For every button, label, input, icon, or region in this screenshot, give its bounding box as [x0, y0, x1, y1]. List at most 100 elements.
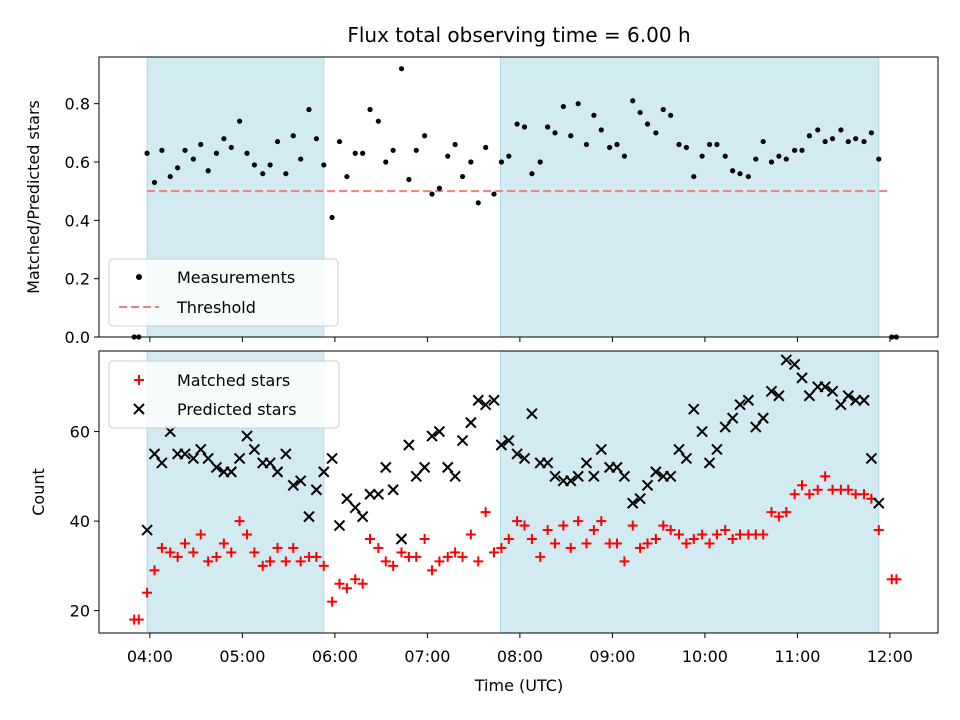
top-shaded-intervals [146, 56, 880, 338]
measurement-point [498, 159, 504, 165]
matched-point [234, 516, 245, 527]
matched-point [142, 587, 153, 598]
bottom-y-axis-label: Count [29, 468, 48, 516]
matched-point [203, 556, 214, 567]
top-y-tick-label: 0.4 [65, 211, 90, 230]
predicted-point-b [595, 443, 607, 456]
predicted-point-b [410, 470, 422, 483]
top-y-tick-label: 0.0 [65, 328, 90, 347]
matched-point [172, 551, 183, 562]
measurement-point [151, 179, 158, 186]
x-tick-label: 10:00 [682, 647, 728, 666]
matched-point [512, 516, 523, 527]
matched-point [211, 551, 222, 562]
predicted-point-b [179, 448, 191, 460]
matched-point [820, 471, 831, 482]
measurement-point [783, 156, 789, 162]
predicted-point-b [148, 448, 161, 460]
predicted-point-b [680, 452, 693, 465]
predicted-point-b [549, 470, 561, 483]
measurement-point [290, 133, 296, 139]
predicted-point-b [518, 452, 531, 465]
measurement-point [521, 124, 528, 130]
predicted-point-b [318, 466, 330, 478]
legend-label-measurements: Measurements [177, 268, 295, 287]
predicted-point-b [580, 457, 593, 469]
predicted-point [264, 457, 276, 469]
predicted-point-b [819, 381, 831, 393]
predicted-point-b [202, 452, 214, 465]
matched-point [380, 556, 391, 567]
predicted-point [233, 452, 246, 465]
predicted-point [465, 416, 477, 429]
x-tick-label: 04:00 [127, 647, 173, 666]
predicted-point [403, 439, 415, 451]
matched-point [565, 542, 576, 553]
matched-point [188, 547, 199, 558]
matched-point [488, 547, 499, 558]
measurement-point [714, 141, 720, 148]
predicted-point-b [187, 452, 200, 465]
measurement-point [552, 130, 558, 136]
top-y-tick-label: 0.2 [65, 270, 90, 289]
predicted-point [819, 381, 831, 393]
measurement-point [459, 173, 466, 180]
matched-point [195, 529, 206, 540]
matched-point [704, 538, 715, 549]
predicted-point [503, 434, 515, 447]
measurement-point [237, 118, 243, 124]
matched-point [843, 484, 854, 495]
measurement-point [445, 153, 451, 159]
measurement-point [413, 147, 419, 153]
predicted-point [873, 497, 885, 509]
predicted-point [433, 425, 446, 438]
measurement-point [506, 153, 512, 159]
predicted-point [511, 448, 523, 460]
bottom-legend: Matched stars Predicted stars [108, 360, 340, 429]
predicted-point-b [195, 443, 207, 456]
predicted-point-b [433, 425, 446, 438]
bottom-y-tick-label: 20 [70, 602, 90, 621]
predicted-point [248, 443, 261, 456]
bottom-y-tick-label: 40 [70, 512, 90, 531]
matched-point [411, 551, 422, 562]
predicted-point [488, 394, 500, 406]
predicted-point [680, 452, 693, 465]
measurement-point [745, 173, 751, 180]
measurement-point [221, 136, 227, 142]
predicted-point [526, 407, 538, 420]
matched-point [891, 574, 902, 585]
predicted-point-b [156, 457, 168, 469]
matched-point [311, 551, 322, 562]
predicted-point-b [456, 434, 469, 447]
matched-point [149, 565, 160, 576]
predicted-point [780, 354, 793, 366]
predicted-point [627, 497, 639, 509]
matched-point [133, 614, 144, 625]
top-y-tick-label: 0.6 [65, 153, 90, 172]
matched-point [812, 484, 823, 495]
predicted-stars-points [141, 354, 885, 545]
matched-point [396, 547, 407, 558]
measurement-point [706, 141, 713, 148]
matched-point [165, 547, 176, 558]
measurement-point [360, 150, 366, 156]
measurement-point [591, 112, 597, 118]
matched-point [419, 534, 430, 544]
predicted-point-b [835, 399, 847, 411]
predicted-point-b [611, 461, 623, 474]
measurement-point [722, 153, 728, 159]
measurement-point [853, 136, 859, 142]
measurement-point [429, 191, 435, 197]
predicted-point-b [294, 475, 307, 487]
matched-point [526, 534, 537, 544]
predicted-point-b [387, 484, 399, 496]
legend-label-predicted: Predicted stars [177, 400, 297, 419]
legend-label-threshold: Threshold [176, 298, 256, 317]
matched-point [573, 516, 584, 527]
measurement-point [390, 147, 396, 153]
predicted-point [349, 501, 361, 514]
measurement-point [644, 121, 651, 127]
predicted-point [726, 412, 739, 424]
predicted-point [703, 457, 716, 469]
